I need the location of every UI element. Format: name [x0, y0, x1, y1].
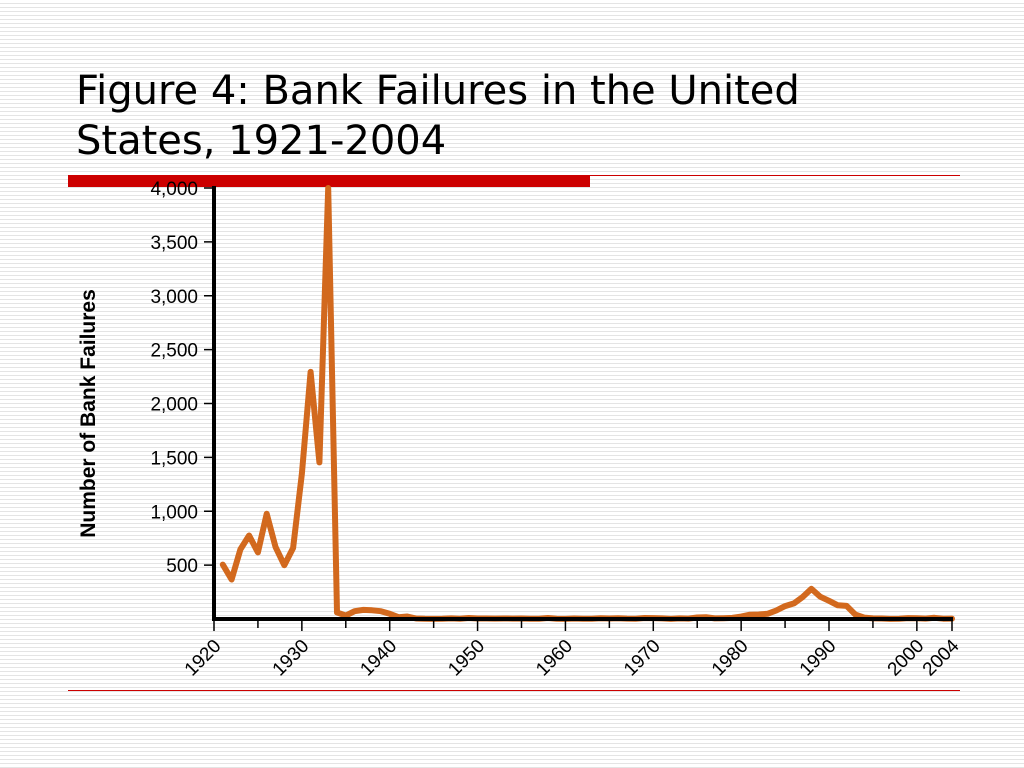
x-tick-label: 1960 — [532, 636, 577, 681]
bottom-rule — [68, 690, 960, 691]
x-tick-label: 1940 — [357, 636, 402, 681]
y-tick-label: 3,500 — [150, 233, 198, 254]
labels-layer: 500 1,000 1,500 2,000 2,500 3,000 3,500 4,000 19… — [77, 179, 964, 680]
title-rule-thick — [68, 175, 590, 187]
y-tick-label: 2,000 — [150, 395, 198, 416]
x-tick-label: 2000 — [884, 636, 929, 681]
y-tick-label: 2,500 — [150, 341, 198, 362]
x-tick-label: 1980 — [708, 636, 753, 681]
slide-title-line-2: States, 1921-2004 — [76, 118, 447, 164]
x-tick-label: 1990 — [796, 636, 841, 681]
slide-title: Figure 4: Bank Failures in the United St… — [76, 66, 976, 166]
x-tick-label: 1930 — [269, 636, 314, 681]
y-axis-title: Number of Bank Failures — [77, 289, 100, 538]
slide-title-line-1: Figure 4: Bank Failures in the United — [76, 68, 800, 114]
x-tick-label: 1950 — [444, 636, 489, 681]
axes-layer — [204, 186, 953, 631]
y-tick-label: 3,000 — [150, 287, 198, 308]
y-tick-label: 1,000 — [150, 502, 198, 523]
y-tick-label: 4,000 — [150, 179, 198, 200]
x-tick-label: 1920 — [181, 636, 226, 681]
series-line-0 — [219, 185, 955, 622]
y-tick-label: 500 — [166, 556, 198, 577]
series-layer — [219, 185, 955, 622]
y-tick-label: 1,500 — [150, 448, 198, 469]
x-tick-label: 1970 — [620, 636, 665, 681]
x-tick-label: 2004 — [919, 635, 964, 680]
